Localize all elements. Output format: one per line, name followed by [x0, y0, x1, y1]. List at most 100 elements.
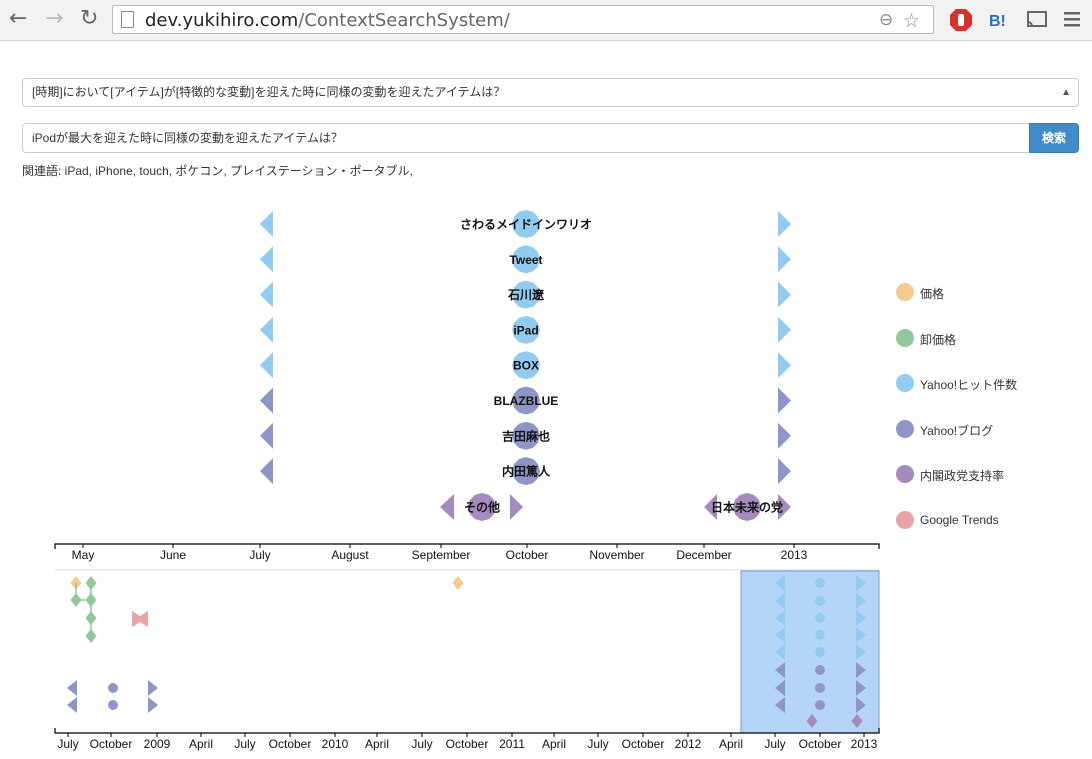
- adblock-icon[interactable]: [949, 8, 973, 32]
- bookmark-star-icon[interactable]: ☆: [903, 10, 921, 32]
- scroll-left-arrow-icon[interactable]: [260, 211, 273, 237]
- scroll-right-arrow-icon[interactable]: [778, 316, 791, 343]
- context-marker: [856, 680, 866, 696]
- context-axis-label: April: [719, 737, 743, 751]
- result-marker: [512, 315, 540, 344]
- context-marker: [108, 700, 118, 710]
- axis-tick-label: November: [589, 548, 644, 562]
- axis-tick-label: August: [331, 548, 369, 562]
- context-marker: [856, 662, 866, 678]
- context-marker: [775, 680, 785, 696]
- context-axis-label: July: [587, 737, 608, 751]
- legend-swatch: [896, 374, 914, 393]
- address-bar[interactable]: dev.yukihiro.com/ContextSearchSystem/ ⊖ …: [112, 5, 934, 34]
- context-axis-label: 2013: [851, 737, 878, 751]
- result-label: 日本未来の党: [711, 500, 783, 515]
- context-marker: [806, 714, 818, 728]
- context-marker: [67, 680, 77, 696]
- scroll-right-arrow-icon[interactable]: [778, 281, 791, 308]
- result-rows: さわるメイドインワリオ Tweet 石川遼 iPad BOX BLAZBLUE 吉田麻也内田…: [260, 210, 791, 521]
- scroll-right-arrow-icon: [510, 494, 523, 520]
- context-marker: [856, 644, 866, 660]
- context-axis-label: April: [189, 737, 213, 751]
- axis-tick-label: October: [506, 548, 549, 562]
- result-label: BOX: [513, 359, 539, 373]
- legend-label: Google Trends: [920, 513, 999, 527]
- context-marker: [815, 665, 825, 675]
- context-axis-label: 2011: [499, 737, 525, 751]
- scroll-right-arrow-icon[interactable]: [778, 246, 791, 273]
- legend-label: 内閣政党支持率: [920, 469, 1005, 484]
- context-marker: [775, 662, 785, 678]
- context-marker: [815, 700, 825, 710]
- context-axis-label: April: [365, 737, 389, 751]
- result-label: iPad: [513, 323, 538, 337]
- axis-tick-label: June: [160, 548, 186, 562]
- search-input[interactable]: iPodが最大を迎えた時に同様の変動を迎えたアイテムは？: [22, 123, 1029, 153]
- context-marker: [775, 627, 785, 643]
- reload-icon[interactable]: ↻: [80, 6, 99, 31]
- context-marker: [815, 578, 825, 588]
- zoom-icon[interactable]: ⊖: [879, 10, 894, 30]
- forward-icon[interactable]: →: [45, 6, 64, 31]
- result-label: さわるメイドインワリオ: [460, 218, 592, 232]
- menu-icon[interactable]: [1062, 8, 1082, 32]
- context-axis-label: October: [446, 737, 489, 751]
- scroll-left-arrow-icon[interactable]: [260, 352, 273, 379]
- context-marker: [85, 611, 97, 625]
- select-value: [時期]において[アイテム]が[特徴的な変動]を迎えた時に同様の変動を迎えたアイ…: [32, 85, 506, 99]
- scroll-left-arrow-icon[interactable]: [260, 246, 273, 273]
- scroll-left-arrow-icon[interactable]: [260, 281, 273, 308]
- context-marker: [85, 576, 97, 590]
- scroll-right-arrow-icon[interactable]: [778, 211, 791, 237]
- scroll-left-arrow-icon[interactable]: [260, 458, 273, 485]
- legend-swatch: [896, 419, 914, 438]
- scroll-left-arrow-icon: [704, 494, 717, 520]
- context-marker: [815, 647, 825, 657]
- scroll-left-arrow-icon[interactable]: [260, 316, 273, 343]
- context-marker: [775, 575, 785, 591]
- context-marker: [85, 593, 97, 607]
- axis-tick-label: May: [72, 548, 95, 562]
- legend-label: 卸価格: [920, 332, 957, 347]
- context-axis-label: July: [234, 737, 255, 751]
- context-marker: [856, 627, 866, 643]
- back-icon[interactable]: ←: [9, 6, 28, 31]
- scroll-right-arrow-icon[interactable]: [778, 422, 791, 449]
- result-marker: [512, 210, 540, 238]
- context-marker: [856, 610, 866, 626]
- scroll-left-arrow-icon[interactable]: [260, 387, 273, 414]
- context-marker: [775, 593, 785, 609]
- search-button[interactable]: 検索: [1029, 123, 1079, 153]
- context-marker: [775, 644, 785, 660]
- context-axis-label: October: [269, 737, 312, 751]
- context-marker: [815, 630, 825, 640]
- question-template-select[interactable]: [時期]において[アイテム]が[特徴的な変動]を迎えた時に同様の変動を迎えたアイ…: [22, 78, 1079, 107]
- context-marker: [856, 697, 866, 713]
- context-marker: [815, 683, 825, 693]
- axis-line: [54, 543, 880, 549]
- context-axis-label: October: [622, 737, 665, 751]
- context-axis-label: 2012: [675, 737, 702, 751]
- legend-swatch: [896, 465, 914, 484]
- result-marker: [512, 386, 540, 415]
- context-marker: [851, 714, 863, 728]
- cast-icon[interactable]: [1025, 8, 1049, 32]
- scroll-right-arrow-icon[interactable]: [778, 387, 791, 414]
- scroll-right-arrow-icon[interactable]: [778, 458, 791, 485]
- result-marker: [468, 493, 496, 521]
- legend-label: 価格: [920, 287, 945, 301]
- context-axis-label: July: [764, 737, 785, 751]
- scroll-left-arrow-icon[interactable]: [260, 422, 273, 449]
- context-marker: [67, 697, 77, 713]
- axis-tick-label: December: [676, 548, 731, 562]
- axis-tick-label: July: [249, 548, 270, 562]
- scroll-right-arrow-icon[interactable]: [778, 352, 791, 379]
- axis-tick-label: September: [412, 548, 471, 562]
- result-label: 内田篤人: [502, 464, 551, 479]
- hatena-bookmark-icon[interactable]: B!: [988, 8, 1010, 32]
- legend-label: Yahoo!ヒット件数: [920, 378, 1018, 393]
- legend-swatch: [896, 283, 914, 301]
- legend-label: Yahoo!ブログ: [920, 423, 994, 438]
